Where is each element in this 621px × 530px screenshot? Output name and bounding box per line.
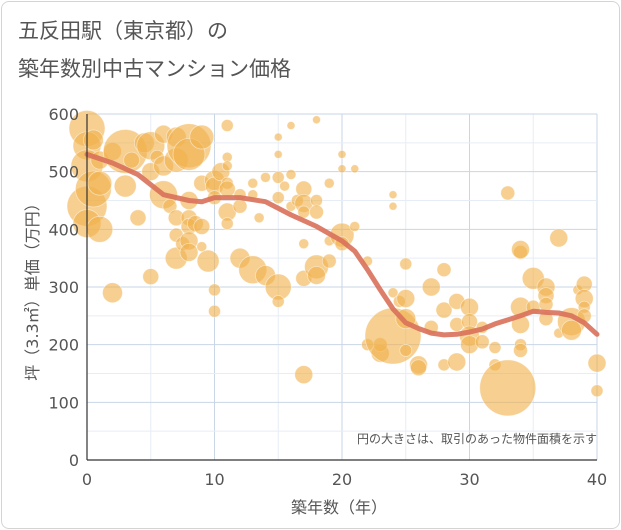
- data-point: [337, 164, 347, 174]
- data-point: [179, 242, 199, 262]
- data-point: [294, 365, 314, 385]
- y-tick-label: 200: [48, 336, 79, 355]
- data-point: [388, 201, 398, 211]
- y-tick-label: 400: [48, 220, 79, 239]
- data-point: [350, 164, 360, 174]
- data-point: [271, 191, 285, 205]
- data-point: [86, 215, 114, 243]
- data-point: [273, 132, 283, 142]
- data-point: [113, 174, 137, 198]
- data-point: [511, 240, 530, 259]
- data-point: [87, 170, 113, 196]
- data-point: [189, 124, 215, 150]
- data-point: [123, 151, 141, 169]
- y-axis-title: 坪（3.3㎡）単価（万円）: [23, 195, 42, 380]
- data-point: [285, 169, 297, 180]
- data-point: [220, 217, 234, 230]
- data-point: [479, 359, 537, 417]
- data-point: [273, 149, 283, 159]
- data-point: [193, 218, 211, 235]
- data-point: [271, 171, 285, 184]
- y-tick-label: 600: [48, 105, 79, 124]
- data-point: [474, 334, 490, 350]
- y-tick-labels: 0 100 200 300 400 500 600: [48, 105, 79, 470]
- data-point: [102, 282, 123, 304]
- data-point: [218, 180, 236, 198]
- data-point: [271, 295, 285, 308]
- data-point: [307, 266, 326, 285]
- y-tick-label: 100: [48, 393, 79, 412]
- data-point: [279, 180, 291, 192]
- data-point: [396, 289, 416, 308]
- data-point: [387, 287, 399, 299]
- data-point: [323, 177, 335, 189]
- data-point: [208, 304, 221, 318]
- bubble-series: [66, 110, 607, 417]
- data-point: [312, 115, 321, 125]
- data-point: [513, 343, 528, 358]
- data-point: [309, 204, 324, 220]
- x-axis-title: 築年数（年）: [291, 498, 387, 517]
- data-point: [410, 359, 427, 377]
- data-point: [221, 160, 233, 172]
- data-point: [436, 262, 452, 278]
- x-tick-label: 0: [82, 470, 92, 489]
- x-tick-label: 30: [459, 470, 479, 489]
- data-point: [232, 198, 248, 214]
- y-tick-label: 0: [69, 451, 79, 470]
- data-point: [337, 149, 347, 159]
- trend-line: [84, 151, 600, 338]
- data-point: [435, 301, 453, 319]
- data-point: [82, 129, 104, 151]
- data-point: [247, 177, 259, 189]
- data-point: [549, 228, 569, 248]
- data-point: [349, 221, 361, 232]
- data-point: [421, 277, 441, 297]
- data-point: [142, 268, 160, 286]
- data-point: [208, 283, 221, 297]
- chart-title-line-1: 五反田駅（東京都）の: [18, 19, 228, 43]
- x-tick-labels: 0 10 20 30 40: [82, 470, 607, 489]
- data-point: [500, 185, 516, 201]
- size-legend-note: 円の大きさは、取引のあった物件面積を示す: [357, 431, 597, 446]
- data-point: [561, 319, 582, 341]
- data-point: [196, 249, 220, 273]
- data-point: [399, 344, 413, 357]
- y-tick-label: 300: [48, 278, 79, 297]
- chart-title-line-2: 築年数別中古マンション価格: [18, 57, 291, 81]
- x-tick-label: 20: [332, 470, 352, 489]
- x-tick-label: 40: [587, 470, 607, 489]
- y-tick-label: 500: [48, 163, 79, 182]
- data-point: [488, 341, 502, 354]
- data-point: [321, 253, 337, 269]
- axes: [86, 114, 597, 461]
- data-point: [220, 119, 234, 132]
- data-point: [298, 238, 310, 250]
- x-tick-label: 10: [204, 470, 224, 489]
- data-point: [587, 353, 607, 373]
- data-point: [129, 209, 147, 227]
- data-point: [286, 121, 296, 130]
- data-point: [260, 172, 271, 183]
- data-point: [399, 257, 413, 271]
- data-point: [388, 190, 398, 200]
- data-point: [253, 212, 265, 224]
- data-point: [447, 352, 467, 372]
- data-point: [590, 384, 604, 398]
- data-point: [538, 296, 554, 312]
